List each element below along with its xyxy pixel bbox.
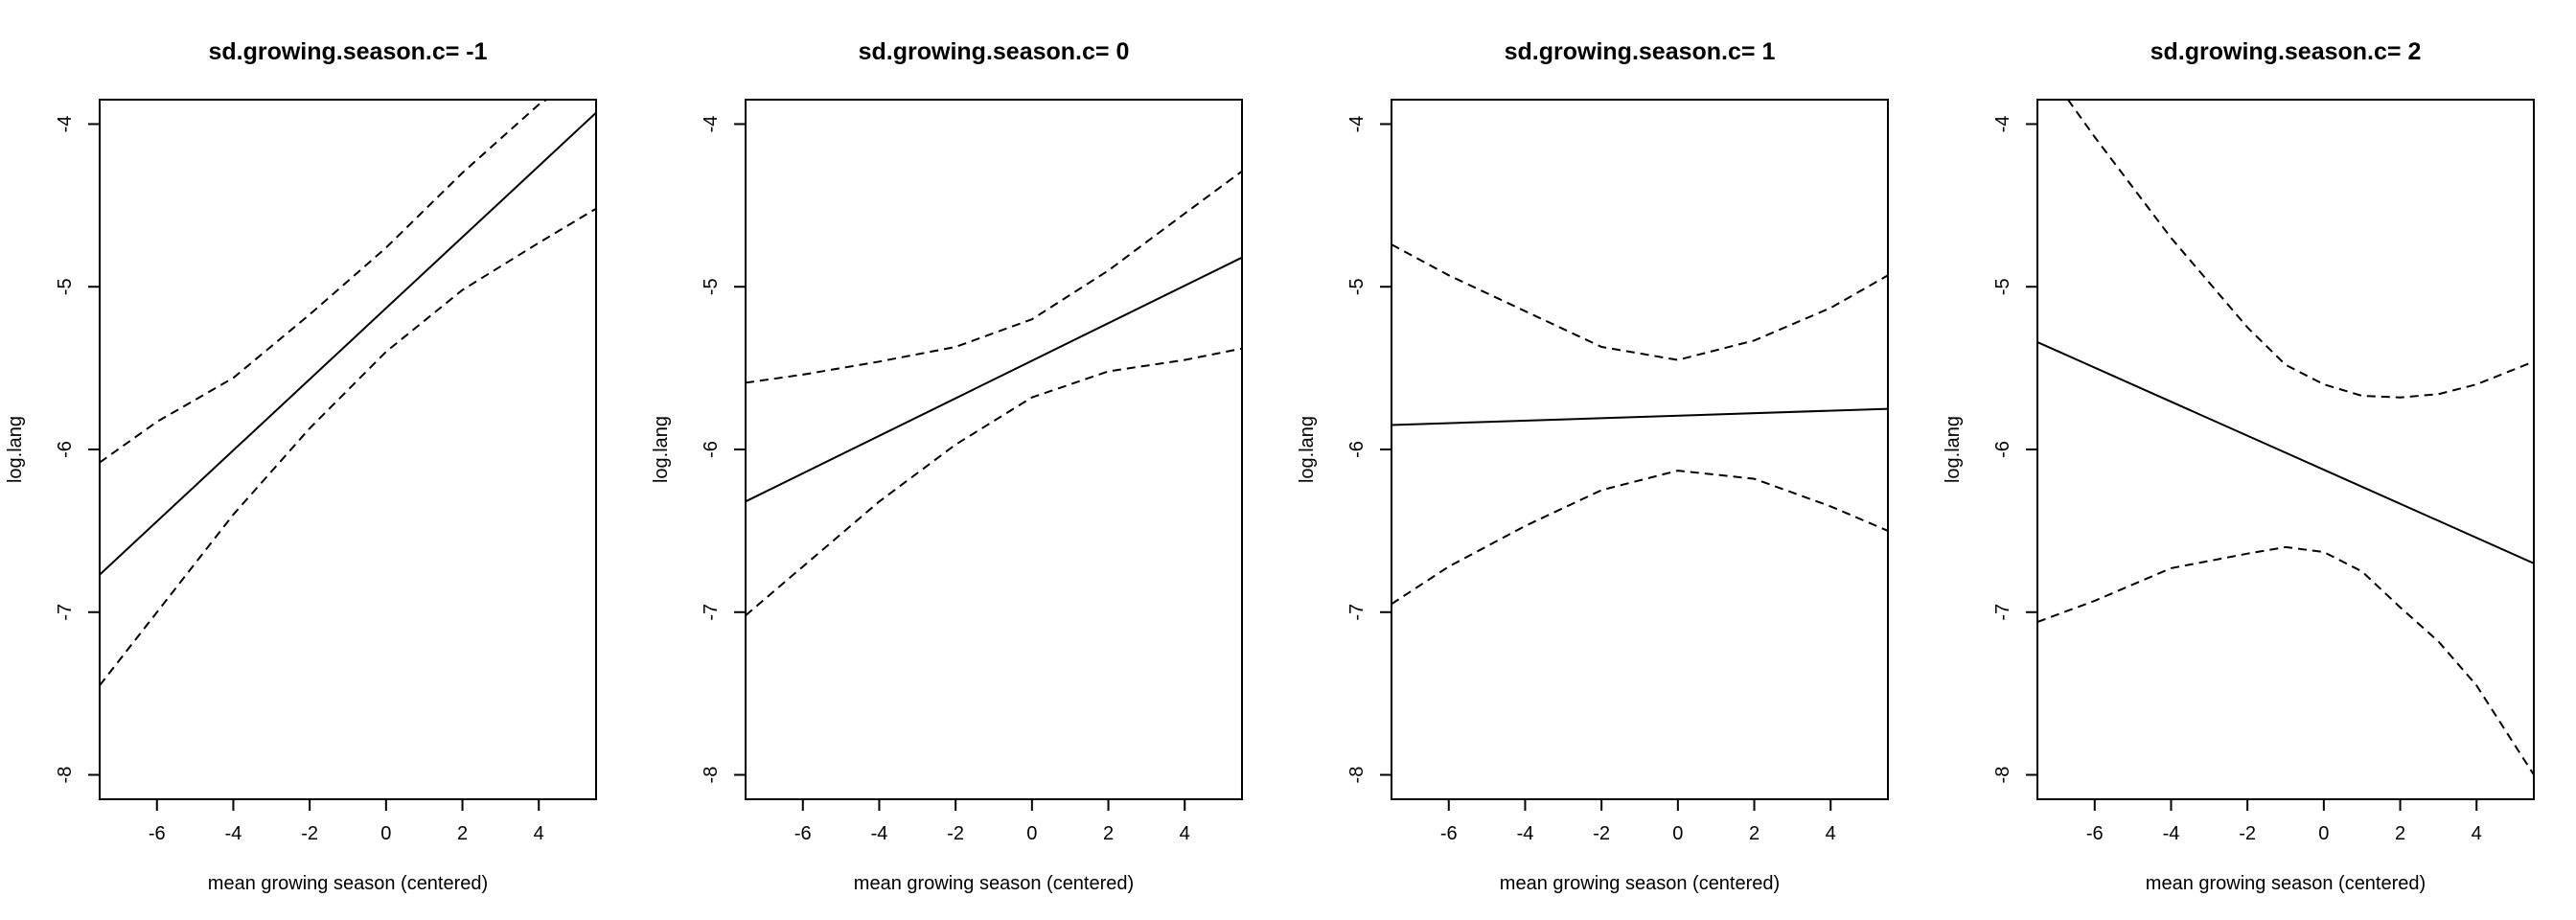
x-tick-label: -2 [947,823,964,844]
upper-ci-line [1392,243,1888,361]
y-tick-label: -5 [1346,278,1368,295]
panel-title: sd.growing.season.c= 0 [859,38,1130,65]
x-axis-title: mean growing season (centered) [854,873,1134,894]
x-tick-label: -6 [2086,823,2104,844]
y-tick-label: -6 [1346,441,1368,458]
y-tick-label: -8 [1992,767,2013,784]
lower-ci-line [1392,470,1888,606]
y-tick-label: -7 [55,604,76,621]
plot-frame [2036,99,2535,800]
x-tick-label: 4 [1180,823,1190,844]
y-tick-label: -4 [1346,116,1368,133]
y-axis-title: log.lang [1943,416,1964,483]
fit-line [1392,407,1888,426]
x-tick-label: -2 [301,823,318,844]
x-tick-label: 0 [1672,823,1683,844]
y-tick-label: -7 [1346,604,1368,621]
upper-ci-line [2067,100,2534,399]
x-tick-label: 0 [380,823,391,844]
upper-ci-line [746,170,1242,384]
x-tick-label: 0 [1026,823,1037,844]
x-tick-label: 2 [1749,823,1760,844]
y-axis-title: log.lang [1297,416,1318,483]
y-tick-label: -5 [1992,278,2013,295]
x-tick-label: 2 [1103,823,1114,844]
y-tick-label: -6 [1992,441,2013,458]
x-tick-label: -6 [149,823,166,844]
x-axis-title: mean growing season (centered) [2146,873,2426,894]
y-axis-title: log.lang [651,416,672,483]
x-tick-label: -4 [225,823,242,844]
y-tick-label: -7 [1992,604,2013,621]
panel-title: sd.growing.season.c= -1 [208,38,487,65]
x-tick-label: -4 [871,823,888,844]
fit-line [2037,341,2534,564]
plot-frame [99,99,597,800]
fit-line [746,256,1242,503]
y-axis-title: log.lang [5,416,26,483]
x-axis-title: mean growing season (centered) [1500,873,1780,894]
y-tick-label: -4 [55,116,76,133]
panel-title: sd.growing.season.c= 2 [2150,38,2422,65]
x-tick-label: -4 [1517,823,1534,844]
lower-ci-line [746,347,1242,616]
x-tick-label: -6 [794,823,812,844]
x-tick-label: 4 [1826,823,1836,844]
y-tick-label: -6 [55,441,76,458]
lower-ci-line [2037,545,2534,776]
x-tick-label: -2 [2239,823,2256,844]
x-tick-label: 2 [2395,823,2405,844]
panel-2: sd.growing.season.c= 0 -6 -4 -2 0 2 4 -8 -7 -6 -5 -… [651,38,1243,894]
plot-frame [1391,99,1889,800]
y-tick-label: -8 [1346,767,1368,784]
panel-4: sd.growing.season.c= 2 -6 -4 -2 0 2 4 -8 -7 -6 -5 -… [1943,38,2535,894]
plot-frame [745,99,1243,800]
x-tick-label: 4 [2472,823,2482,844]
x-tick-label: 0 [2318,823,2329,844]
y-tick-label: -8 [701,767,722,784]
panel-1: sd.growing.season.c= -1 -6 -4 -2 0 2 4 -8 -7 -6 -5… [5,38,597,894]
y-tick-label: -6 [701,441,722,458]
panel-3: sd.growing.season.c= 1 -6 -4 -2 0 2 4 -8 -7 -6 -5 -… [1297,38,1889,894]
x-tick-label: 4 [534,823,544,844]
y-tick-label: -4 [1992,116,2013,133]
x-tick-label: 2 [457,823,468,844]
x-tick-label: -6 [1440,823,1458,844]
fit-line [100,111,596,576]
panel-title: sd.growing.season.c= 1 [1505,38,1776,65]
y-tick-label: -5 [701,278,722,295]
y-tick-label: -4 [701,116,722,133]
upper-ci-line [100,100,547,464]
y-tick-label: -7 [701,604,722,621]
y-tick-label: -5 [55,278,76,295]
x-tick-label: -2 [1593,823,1610,844]
x-axis-title: mean growing season (centered) [208,873,488,894]
y-tick-label: -8 [55,767,76,784]
x-tick-label: -4 [2163,823,2180,844]
